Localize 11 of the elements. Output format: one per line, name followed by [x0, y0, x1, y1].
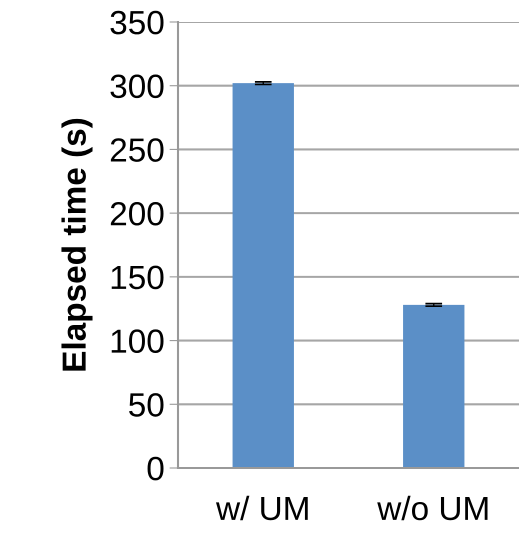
x-tick-label: w/ UM: [216, 496, 308, 520]
y-tick-label: 300: [110, 74, 164, 98]
y-tick-label: 0: [148, 456, 164, 480]
y-tick-label: 350: [110, 10, 164, 34]
x-tick-label: w/o UM: [377, 496, 488, 520]
y-tick-label: 250: [110, 138, 164, 162]
y-tick-label: 150: [112, 266, 164, 290]
y-tick-label: 50: [129, 393, 164, 417]
y-tick-label: 100: [112, 329, 164, 353]
y-axis-title: Elapsed time (s): [61, 118, 93, 371]
y-tick-label: 200: [110, 202, 164, 226]
